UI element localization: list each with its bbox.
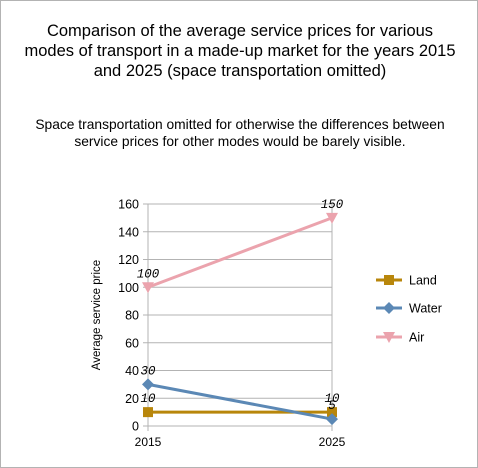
legend-marker-water bbox=[383, 302, 395, 314]
chart-title: Comparison of the average service prices… bbox=[24, 22, 456, 80]
data-point-water bbox=[142, 378, 154, 391]
x-tick-label: 2025 bbox=[319, 435, 346, 449]
data-point-water bbox=[326, 413, 338, 426]
y-tick-label: 140 bbox=[118, 225, 139, 239]
chart-subtitle: Space transportation omitted for otherwi… bbox=[35, 117, 445, 149]
y-tick-label: 0 bbox=[132, 420, 139, 434]
data-point-air bbox=[142, 282, 154, 294]
x-tick-label: 2015 bbox=[135, 435, 162, 449]
data-label-land: 10 bbox=[324, 392, 340, 406]
legend-marker-land bbox=[384, 275, 394, 285]
legend-marker-air bbox=[383, 332, 395, 343]
data-point-land bbox=[327, 407, 337, 418]
y-tick-label: 160 bbox=[118, 198, 139, 212]
data-point-air bbox=[326, 212, 338, 224]
y-tick-label: 80 bbox=[125, 309, 139, 323]
y-tick-label: 60 bbox=[125, 336, 139, 350]
legend-label-water: Water bbox=[409, 302, 442, 316]
y-tick-label: 120 bbox=[118, 253, 139, 267]
y-axis-title: Average service price bbox=[91, 260, 103, 370]
data-label-water: 5 bbox=[328, 399, 336, 413]
data-label-air: 150 bbox=[321, 198, 344, 212]
legend-label-air: Air bbox=[409, 331, 424, 345]
data-label-air: 100 bbox=[137, 267, 160, 281]
y-tick-label: 20 bbox=[125, 392, 139, 406]
legend-label-land: Land bbox=[409, 274, 437, 288]
data-label-water: 30 bbox=[140, 364, 156, 378]
data-label-land: 10 bbox=[140, 392, 156, 406]
y-tick-label: 40 bbox=[125, 364, 139, 378]
y-tick-label: 100 bbox=[118, 281, 139, 295]
series-line-water bbox=[147, 382, 333, 421]
series-line-air bbox=[147, 216, 333, 289]
data-point-land bbox=[143, 407, 153, 418]
